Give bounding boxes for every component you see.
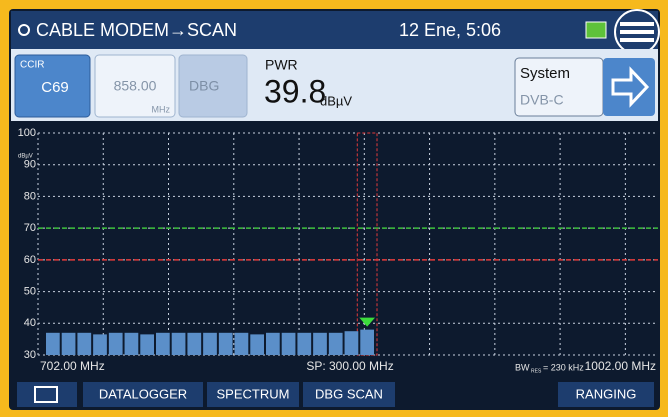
bar (234, 332, 249, 355)
measurement-label: PWR (265, 57, 298, 73)
y-tick-label: 50 (24, 285, 36, 297)
toolbar-label: DBG SCAN (315, 386, 383, 401)
bar (93, 334, 107, 355)
bar (124, 332, 139, 355)
camera-button[interactable] (17, 382, 77, 407)
toolbar-button[interactable] (207, 382, 299, 407)
bar (266, 332, 280, 355)
start-frequency: 702.00 MHz (40, 359, 105, 373)
channel-button[interactable] (14, 54, 91, 118)
toolbar-label: DATALOGGER (99, 386, 187, 401)
bar (344, 331, 359, 355)
mode-value: DBG (189, 78, 219, 94)
y-unit: dBµV (18, 153, 33, 159)
toolbar-button[interactable] (558, 382, 654, 407)
bar (187, 332, 202, 355)
toolbar-label: RANGING (576, 386, 637, 401)
y-tick-label: 70 (24, 222, 36, 234)
y-tick-label: 30 (24, 349, 36, 361)
span: SP: 300.00 MHz (306, 359, 393, 373)
next-button[interactable] (603, 58, 655, 116)
bar (313, 332, 327, 355)
toolbar-button[interactable] (303, 382, 395, 407)
bw-label: BW (515, 362, 530, 372)
bar (360, 329, 374, 355)
header-datetime: 12 Ene, 5:06 (399, 20, 501, 40)
mode-button[interactable] (178, 54, 248, 118)
menu-button[interactable] (614, 9, 660, 55)
bar (156, 332, 170, 355)
bar (297, 332, 312, 355)
bar (203, 332, 217, 355)
bw-value: = 230 kHz (543, 362, 584, 372)
bar (250, 334, 264, 355)
measurement-value: 39.8 (264, 73, 326, 109)
marker (359, 317, 375, 327)
bar (140, 334, 154, 355)
frequency-button[interactable] (94, 54, 176, 118)
y-tick-label: 100 (18, 127, 36, 139)
bar (61, 332, 76, 355)
bar (171, 332, 186, 355)
header-title: CABLE MODEM→SCAN (36, 20, 237, 40)
system-value: DVB-C (520, 92, 564, 108)
toolbar-label: SPECTRUM (217, 386, 290, 401)
bar (46, 332, 60, 355)
bw-sub: RES (531, 368, 542, 374)
bar (77, 332, 92, 355)
battery-icon (585, 21, 607, 39)
toolbar-button[interactable] (83, 382, 203, 407)
frequency-value: 858.00 (114, 78, 157, 94)
antenna-icon (18, 24, 30, 36)
channel-plan: CCIR (20, 60, 44, 71)
bar (218, 332, 233, 355)
stop-frequency: 1002.00 MHz (585, 359, 656, 373)
plot: 30 40 50 60 70 80 90 100 dBµV (18, 127, 658, 361)
system-label: System (520, 65, 570, 82)
bar (281, 332, 296, 355)
channel-number: C69 (41, 79, 69, 96)
y-tick-label: 80 (24, 190, 36, 202)
y-tick-label: 60 (24, 254, 36, 266)
header-bar (11, 11, 658, 49)
frequency-unit: MHz (152, 104, 171, 114)
y-tick-label: 40 (24, 317, 36, 329)
measurement-unit: dBµV (320, 93, 352, 108)
bar (328, 332, 343, 355)
bar (108, 332, 123, 355)
y-tick-label: 90 (24, 159, 36, 171)
